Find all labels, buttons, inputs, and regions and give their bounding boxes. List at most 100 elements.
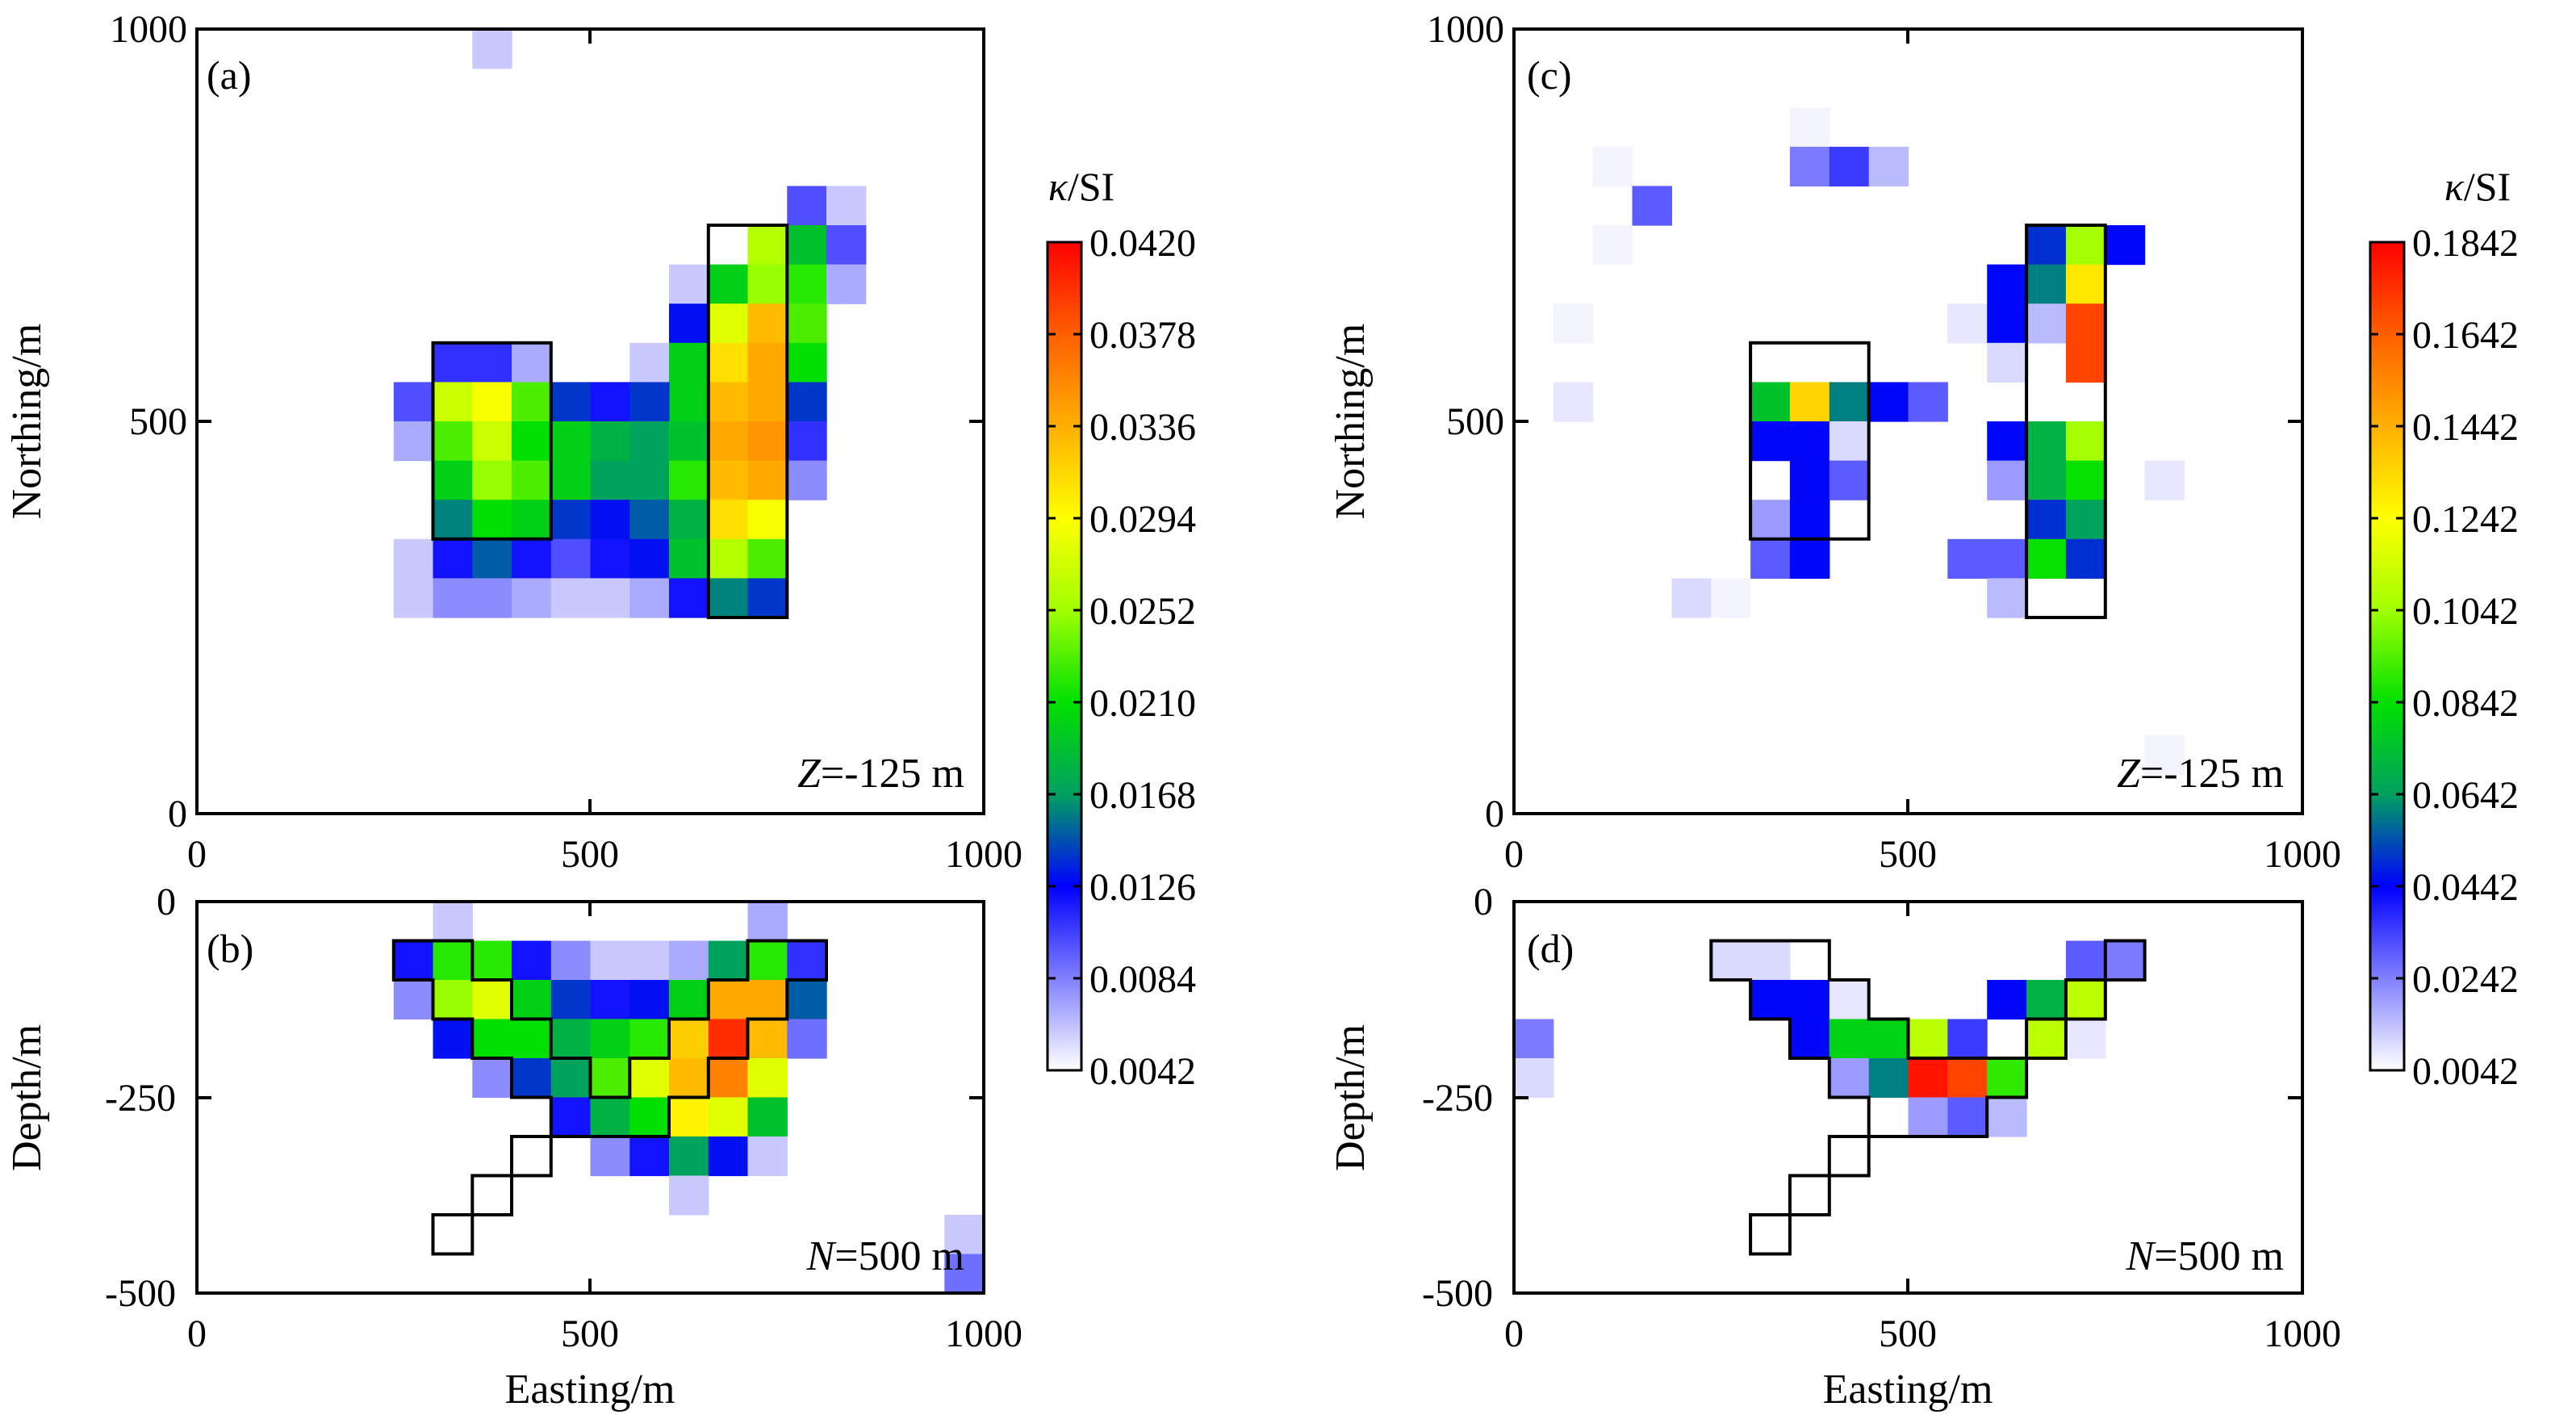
panel-a-cell-23 [669,382,709,422]
colorbar-left-tick-label: 0.0294 [1089,498,1196,541]
panel-b-cell-29 [629,1019,670,1059]
panel-a-cell-47 [512,460,552,500]
panel-b-cell-53 [669,1175,709,1216]
panel-a-cell-0 [472,29,512,69]
panel-a-cell-15 [629,342,670,383]
panel-b-cell-21 [708,980,749,1020]
panel-b-cell-43 [590,1097,630,1137]
colorbar-right-tick-label: 0.0842 [2412,682,2519,725]
panel-c-cell-8 [2065,225,2106,266]
panel-b-cell-46 [708,1097,749,1137]
panel-a-cell-50 [629,460,670,500]
panel-b-cell-30 [669,1019,709,1059]
panel-b-xtick-0: 0 [187,1312,207,1355]
panel-a-ytick-1000: 1000 [110,8,187,51]
panel-a-cell-11 [669,303,709,344]
panel-c-cell-2 [1789,146,1830,186]
panel-a-cell-19 [787,342,827,383]
panel-b-cell-33 [787,1019,827,1059]
panel-c-ytick-0: 0 [1485,793,1504,835]
panel-d-cell-21 [1908,1058,1948,1099]
panel-d-cell-5 [1789,980,1830,1020]
panel-a-cell-18 [747,342,788,383]
panel-a-cell-73 [747,538,788,579]
panel-c-body-outline-1 [2025,224,2107,619]
panel-c-cell-46 [2026,538,2067,579]
colorbar-right: κ/SI 0.1842 0.1642 0.1442 0.1242 0.1042 0.084… [2369,164,2519,1093]
panel-c-cell-49 [1711,578,1751,618]
panel-a-cell-79 [590,578,630,618]
panel-d-cell-14 [1947,1019,1988,1059]
panel-a-cell-80 [629,578,670,618]
panel-b-cell-0 [433,902,473,942]
panel-b-cell-23 [787,980,827,1020]
panel-a-cell-76 [472,578,512,618]
panel-a-annotation: Z=-125 m [797,751,964,797]
panel-b-cell-13 [393,980,434,1020]
panel-c-cell-7 [2026,225,2067,266]
panel-c-cell-43 [1789,538,1830,579]
colorbar-left-tick-label: 0.0084 [1089,958,1196,1001]
panel-a-cell-71 [669,538,709,579]
panel-a-cell-54 [787,460,827,500]
panel-b-cell-19 [629,980,670,1020]
panel-b-cell-41 [747,1058,788,1099]
panel-b-cell-2 [393,940,434,981]
panel-a-cell-35 [433,421,473,462]
panel-c-cell-29 [1987,421,2027,462]
colorbar-left-title-unit: /SI [1068,164,1114,209]
panel-a-cell-45 [433,460,473,500]
panel-a-cell-48 [550,460,592,500]
colorbar-left-title: κ/SI [1048,164,1114,209]
panel-c-cell-33 [1829,460,1870,500]
panel-d-cell-25 [1947,1097,1988,1137]
panel-b-cell-39 [669,1058,709,1099]
panel-a-cell-1 [787,186,827,226]
panel-b-xtick-500: 500 [561,1312,619,1355]
panel-a-cell-5 [826,225,867,266]
panel-c-ylabel: Northing/m [1328,324,1374,520]
panel-a-cell-4 [787,225,827,266]
colorbar-left-tick-label: 0.0210 [1089,682,1196,725]
colorbar-right-title-unit: /SI [2464,164,2511,209]
panel-d-cell-4 [1750,980,1791,1020]
panel-b-annotation: N=500 m [806,1233,964,1279]
colorbar-left-tick-label: 0.0252 [1089,590,1196,633]
panel-b-outlines [391,939,828,1256]
panel-a-cell-3 [747,225,788,266]
panel-c-cell-20 [1553,382,1594,422]
panel-d-cell-2 [2065,940,2106,981]
colorbar-left-title-symbol: κ [1048,164,1068,209]
panel-a-cell-20 [433,342,473,383]
panel-c: 1000 500 0 0 500 1000 Northing/m (c) Z=-… [1328,8,2341,876]
colorbar-left-tick-label: 0.0042 [1089,1050,1196,1093]
panel-a-cell-42 [708,421,749,462]
panel-d-cell-22 [1947,1058,1988,1099]
panel-b-xtick-1000: 1000 [945,1312,1022,1355]
panel-b-cell-14 [433,980,473,1020]
panel-d-cell-18 [1514,1058,1554,1099]
panel-d-xlabel: Easting/m [1823,1367,1993,1413]
colorbar-left-tick-label: 0.0126 [1089,866,1196,909]
panel-b-label: (b) [207,926,253,971]
panel-b-cell-50 [669,1136,709,1177]
panel-a-cell-24 [708,382,749,422]
panel-a-cell-43 [747,421,788,462]
panel-c-cell-38 [1750,500,1791,540]
panel-a-cell-72 [708,538,749,579]
panel-b-cell-25 [472,1019,512,1059]
panel-d-body-outline-0 [1709,939,2147,1256]
panel-c-cell-27 [1789,421,1830,462]
panel-c-cell-39 [1789,500,1830,540]
panel-a-annotation-rest: =-125 m [821,751,964,797]
panel-a-cell-28 [433,382,473,422]
panel-b-ytick-0: 0 [157,881,176,923]
panel-a-body-outline-1 [706,224,789,619]
panel-a-cell-16 [669,342,709,383]
panel-c-cell-10 [1987,264,2027,304]
panel-d-cell-15 [2026,1019,2067,1059]
panel-b-ytick-250: -250 [105,1077,176,1120]
panel-a-cell-62 [708,500,749,540]
panel-d-cell-20 [1868,1058,1909,1099]
panel-a-annotation-var: Z [797,751,822,797]
